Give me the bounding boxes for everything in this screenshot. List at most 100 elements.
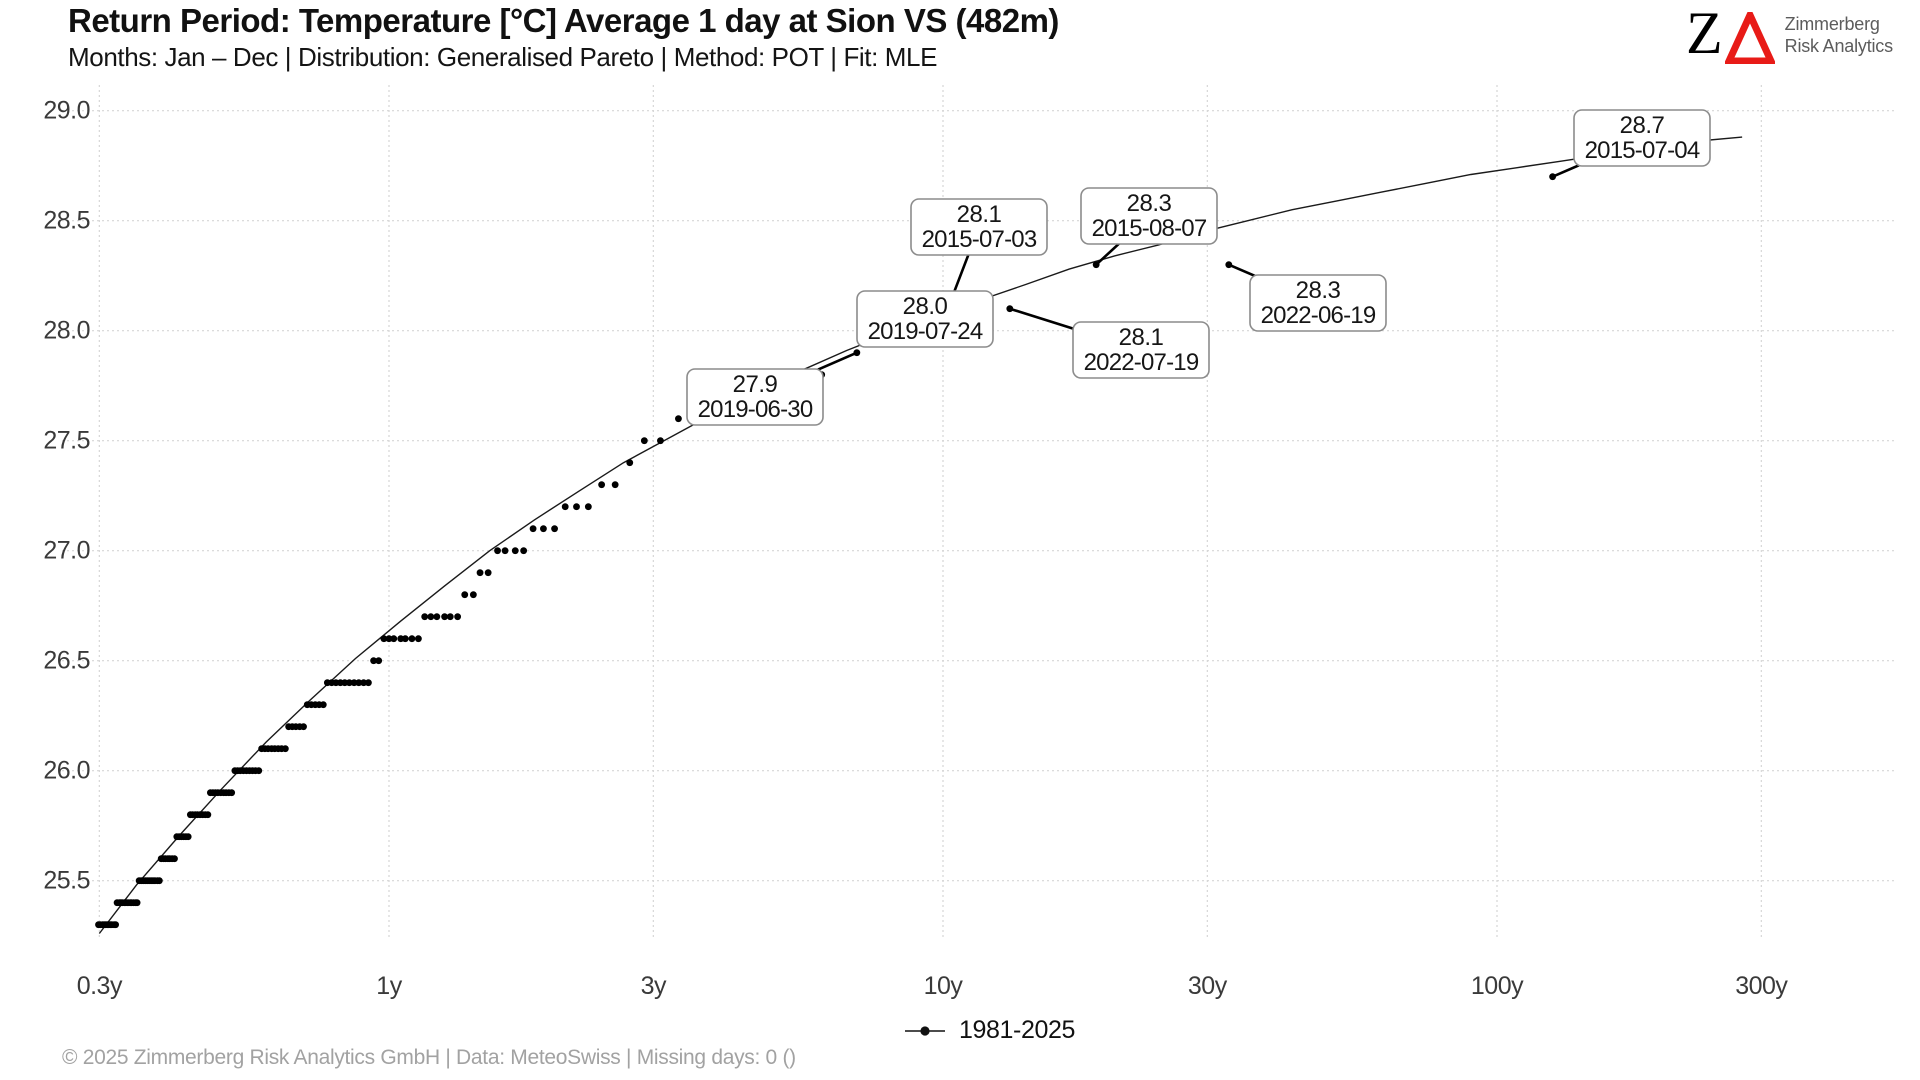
data-point (494, 547, 501, 555)
data-point (375, 657, 383, 665)
data-point (675, 415, 682, 423)
data-point (206, 789, 214, 797)
x-tick-label: 1y (376, 972, 402, 1000)
data-point (433, 613, 441, 621)
data-point (529, 525, 537, 533)
legend-label: 1981-2025 (959, 1016, 1075, 1044)
data-point (657, 437, 664, 445)
annotation-date: 2022-07-19 (1084, 349, 1199, 376)
data-point (461, 591, 469, 599)
annotation-box (1080, 187, 1218, 245)
fit-curve (98, 136, 1743, 934)
company-logo: Z Zimmerberg Risk Analytics (1686, 0, 1893, 69)
data-point (427, 613, 435, 621)
data-point (573, 503, 580, 511)
annotation-date: 2022-06-19 (1261, 302, 1376, 329)
data-point (626, 459, 634, 467)
data-point (350, 679, 358, 687)
data-point (1549, 173, 1557, 181)
annotation-date: 2019-07-24 (868, 318, 983, 345)
y-tick-label: 29.0 (43, 97, 90, 125)
data-point (231, 767, 239, 775)
data-point (454, 613, 462, 621)
legend: 1981-2025 (0, 1016, 1920, 1045)
data-point (611, 481, 619, 489)
annotation-value: 28.3 (1296, 277, 1341, 304)
data-point (355, 679, 363, 687)
data-point (853, 349, 861, 357)
annotation-date: 2019-06-30 (698, 396, 813, 423)
data-point (476, 569, 484, 577)
x-tick-label: 300y (1735, 972, 1788, 1000)
data-point (415, 635, 422, 643)
data-point (360, 679, 368, 687)
data-point (385, 635, 393, 643)
y-tick-label: 28.5 (43, 207, 90, 235)
logo-triangle-icon (1723, 6, 1777, 69)
data-point (173, 833, 181, 841)
data-point (1092, 261, 1100, 269)
data-point (258, 745, 266, 753)
data-point (511, 547, 519, 555)
logo-name-line1: Zimmerberg (1784, 14, 1880, 34)
data-point (408, 635, 416, 643)
legend-marker-icon (905, 1025, 946, 1036)
annotation-box (910, 198, 1048, 256)
x-tick-label: 100y (1471, 972, 1524, 1000)
annotation-box (1573, 109, 1711, 167)
annotation-date: 2015-07-04 (1585, 137, 1700, 164)
data-point (397, 635, 405, 643)
data-point (446, 613, 454, 621)
data-point (584, 503, 592, 511)
data-point (469, 591, 477, 599)
annotation-box (686, 368, 824, 426)
y-tick-label: 26.5 (43, 647, 90, 675)
data-point (598, 481, 606, 489)
data-point (540, 525, 547, 533)
logo-company-name: Zimmerberg Risk Analytics (1785, 13, 1893, 57)
data-point (323, 679, 331, 687)
page-title: Return Period: Temperature [°C] Average … (68, 2, 1059, 39)
chart-subtitle: Months: Jan – Dec | Distribution: Genera… (68, 42, 938, 72)
annotation-box (1249, 274, 1387, 332)
annotation-value: 28.1 (1119, 324, 1164, 351)
data-point (561, 503, 569, 511)
x-tick-label: 10y (924, 972, 964, 1000)
logo-z-monogram: Z (1686, 0, 1723, 66)
data-point (157, 855, 165, 863)
footer-copyright: © 2025 Zimmerberg Risk Analytics GmbH | … (62, 1046, 796, 1069)
logo-name-line2: Risk Analytics (1784, 36, 1893, 56)
y-tick-label: 27.0 (43, 537, 90, 565)
annotation-value: 28.3 (1127, 190, 1172, 217)
x-tick-label: 3y (641, 972, 667, 1000)
data-point (285, 723, 293, 731)
data-point (380, 635, 388, 643)
data-point (551, 525, 558, 533)
y-tick-label: 27.5 (43, 427, 90, 455)
data-point (501, 547, 509, 555)
data-point (1225, 261, 1233, 269)
data-point (186, 811, 194, 819)
data-point (390, 635, 398, 643)
data-point (135, 877, 143, 885)
data-point (421, 613, 429, 621)
annotation-value: 28.0 (903, 293, 948, 320)
y-tick-label: 25.5 (43, 867, 90, 895)
annotation-value: 28.1 (957, 201, 1002, 228)
annotation-value: 27.9 (733, 371, 778, 398)
x-tick-label: 30y (1188, 972, 1228, 1000)
annotation-date: 2015-07-03 (922, 226, 1037, 253)
data-point (441, 613, 449, 621)
data-point (365, 679, 372, 687)
data-point (640, 437, 648, 445)
annotation-box (1072, 321, 1210, 379)
annotation-box (856, 290, 994, 348)
data-point (113, 899, 121, 907)
data-point (1006, 305, 1014, 313)
data-point (303, 701, 311, 709)
data-point (484, 569, 492, 577)
annotation-value: 28.7 (1620, 112, 1665, 139)
annotation-date: 2015-08-07 (1092, 215, 1207, 242)
